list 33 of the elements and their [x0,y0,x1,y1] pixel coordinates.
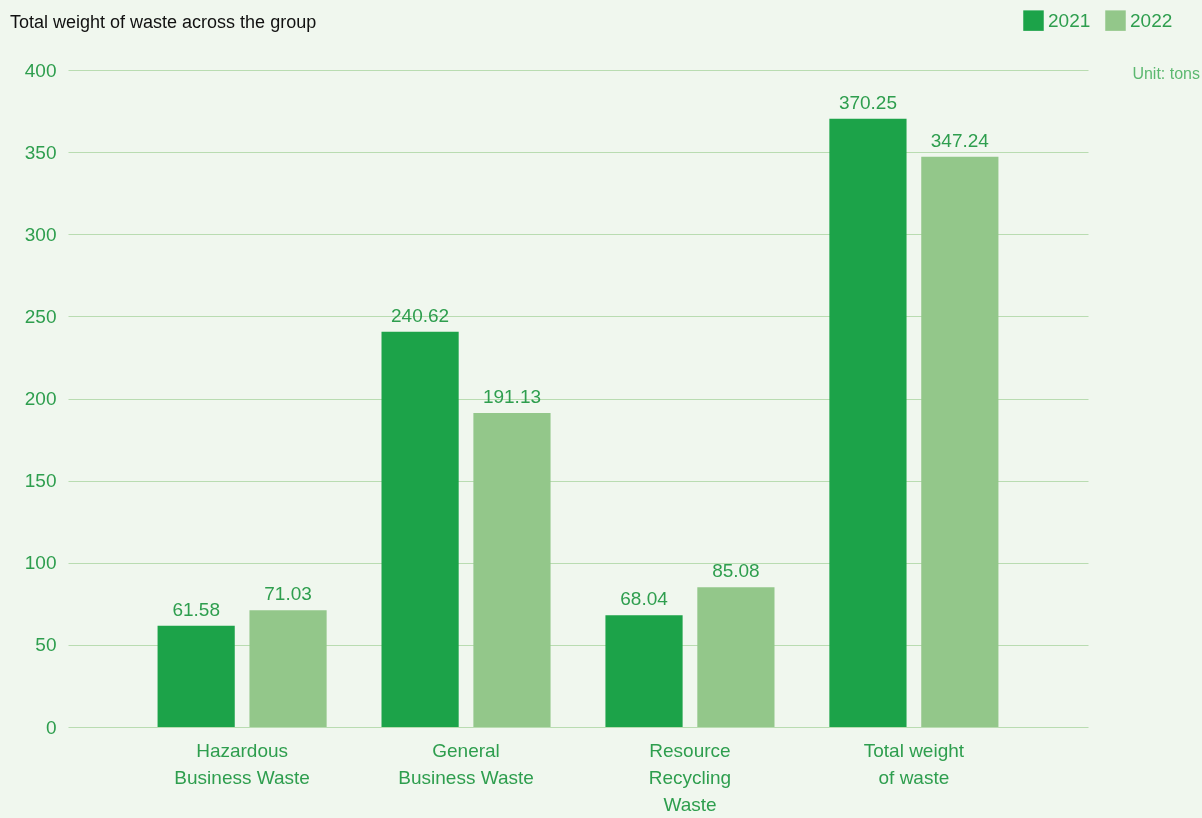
text: Unit: tons [1132,65,1200,82]
y-tick-label: 350 [24,141,57,163]
bar [249,610,327,727]
x-tick-label: Total weight of waste [863,739,965,788]
y-tick-label: 50 [35,634,57,656]
y-tick-label: 200 [24,388,57,409]
y-tick-label: 0 [45,716,57,738]
bar [473,413,551,727]
data-label: 71.03 [264,583,312,605]
data-label: 68.04 [620,588,669,610]
y-tick-label: 300 [24,223,57,245]
data-label: 370.25 [838,91,898,113]
y-tick-label: 400 [24,59,57,81]
bar [921,156,999,727]
data-label: 347.24 [930,129,990,151]
data-label: 61.58 [172,598,220,620]
bar [605,615,683,727]
bar [697,587,775,727]
x-tick-label: Hazardous Business Waste [174,739,310,788]
bar [381,331,459,727]
y-tick-label: 150 [24,470,57,492]
y-tick-label: 100 [24,552,57,574]
data-label: 240.62 [391,304,450,326]
x-tick-label: General Business Waste [398,739,534,788]
x-tick-label: Resource Recycling Waste [648,739,732,815]
chart-title: Total weight of waste across the group [10,12,317,32]
legend-label: 2021 [1048,9,1091,31]
data-label: 85.08 [712,560,760,582]
y-tick-label: 250 [24,305,57,327]
bar [829,118,907,727]
data-label: 191.13 [482,386,542,408]
legend-label: 2022 [1130,9,1173,31]
bar [157,625,235,727]
